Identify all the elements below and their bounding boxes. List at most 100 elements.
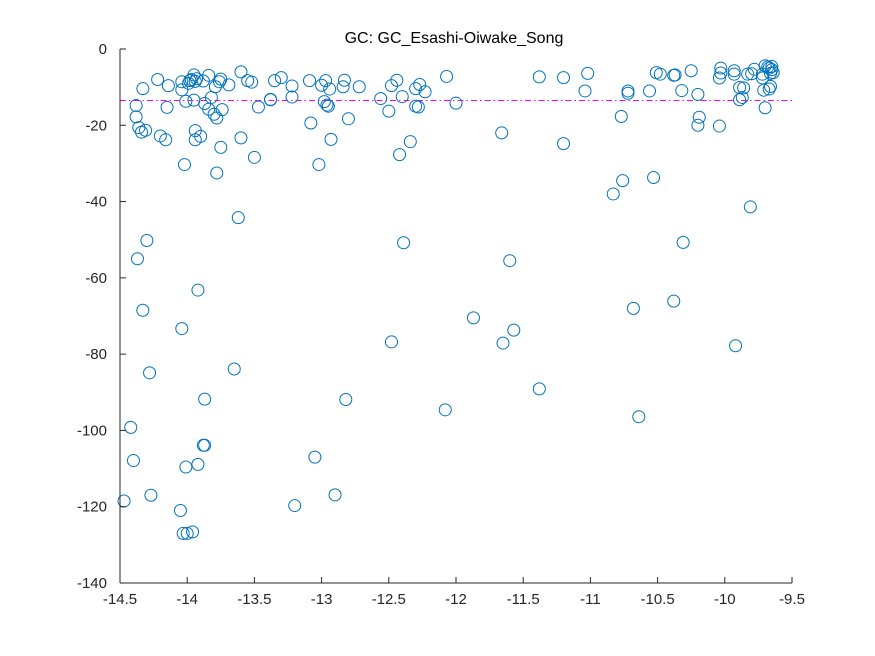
data-point: [507, 323, 521, 337]
data-point: [323, 82, 337, 96]
data-point: [337, 73, 351, 87]
data-point: [733, 81, 747, 95]
data-point: [762, 82, 776, 96]
data-point: [581, 66, 595, 80]
data-point: [317, 95, 331, 109]
data-point: [245, 75, 259, 89]
data-point: [198, 392, 212, 406]
data-point: [397, 236, 411, 250]
data-point: [175, 322, 189, 336]
marker-layer: [117, 59, 780, 540]
data-point: [173, 504, 187, 518]
data-point: [160, 100, 174, 114]
data-point: [668, 68, 682, 82]
plot-background: [120, 49, 792, 583]
data-point: [352, 80, 366, 94]
data-point: [247, 150, 261, 164]
y-tick-label: -100: [77, 422, 107, 439]
data-point: [234, 131, 248, 145]
data-point: [274, 71, 288, 85]
data-point: [691, 87, 705, 101]
data-point: [319, 74, 333, 88]
data-point: [188, 74, 202, 88]
data-point: [178, 158, 192, 172]
data-point: [304, 116, 318, 130]
data-point: [737, 81, 751, 95]
data-point: [285, 90, 299, 104]
data-point: [191, 457, 205, 471]
x-tick-label: -14.5: [103, 591, 137, 608]
data-point: [202, 68, 216, 82]
data-point: [234, 65, 248, 79]
data-point: [643, 84, 657, 98]
x-tick-label: -9.5: [779, 591, 805, 608]
data-point: [136, 82, 150, 96]
data-point: [144, 488, 158, 502]
data-point: [187, 68, 201, 82]
data-point: [251, 100, 265, 114]
data-point: [264, 92, 278, 106]
data-point: [384, 79, 398, 93]
data-point: [210, 166, 224, 180]
data-point: [714, 66, 728, 80]
y-tick-label: -60: [85, 270, 107, 287]
data-point: [308, 450, 322, 464]
plot-area: [120, 49, 792, 583]
chart-title: GC: GC_Esashi-Oiwake_Song: [345, 30, 564, 47]
data-point: [647, 171, 661, 185]
data-point: [632, 410, 646, 424]
data-point: [438, 403, 452, 417]
y-tick-label: -40: [85, 194, 107, 211]
data-point: [418, 85, 432, 99]
data-point: [374, 92, 388, 106]
data-point: [395, 90, 409, 104]
data-point: [466, 311, 480, 325]
x-tick-label: -11: [580, 591, 601, 608]
data-point: [268, 74, 282, 88]
data-point: [409, 82, 423, 96]
data-point: [676, 235, 690, 249]
data-point: [714, 61, 728, 75]
x-tick-label: -13.5: [237, 591, 271, 608]
data-point: [212, 75, 226, 89]
data-point: [626, 301, 640, 315]
data-point: [328, 488, 342, 502]
data-point: [231, 211, 245, 225]
data-point: [729, 339, 743, 353]
data-point: [227, 362, 241, 376]
y-tick-label: -140: [77, 575, 107, 592]
x-tick-label: -12: [445, 591, 467, 608]
data-point: [727, 64, 741, 78]
data-point: [675, 84, 689, 98]
data-point: [496, 336, 510, 350]
data-point: [186, 525, 200, 539]
data-point: [288, 499, 302, 513]
data-point: [324, 132, 338, 146]
y-tick-label: -20: [85, 117, 107, 134]
data-point: [411, 100, 425, 114]
data-point: [285, 79, 299, 93]
data-point: [176, 526, 190, 540]
data-point: [139, 123, 153, 137]
data-point: [449, 96, 463, 110]
data-point: [175, 75, 189, 89]
data-point: [495, 126, 509, 140]
data-point: [741, 67, 755, 81]
data-point: [532, 70, 546, 84]
data-point: [336, 80, 350, 94]
data-point: [691, 118, 705, 132]
data-point: [735, 90, 749, 104]
data-point: [191, 283, 205, 297]
data-point: [384, 335, 398, 349]
data-point: [503, 254, 517, 268]
data-point: [190, 72, 204, 86]
data-point: [557, 137, 571, 151]
data-point: [766, 66, 780, 80]
data-point: [532, 382, 546, 396]
data-point: [315, 78, 329, 92]
data-point: [653, 67, 667, 81]
data-point: [667, 294, 681, 308]
data-point: [440, 69, 454, 83]
data-point: [692, 110, 706, 124]
data-point: [124, 420, 138, 434]
